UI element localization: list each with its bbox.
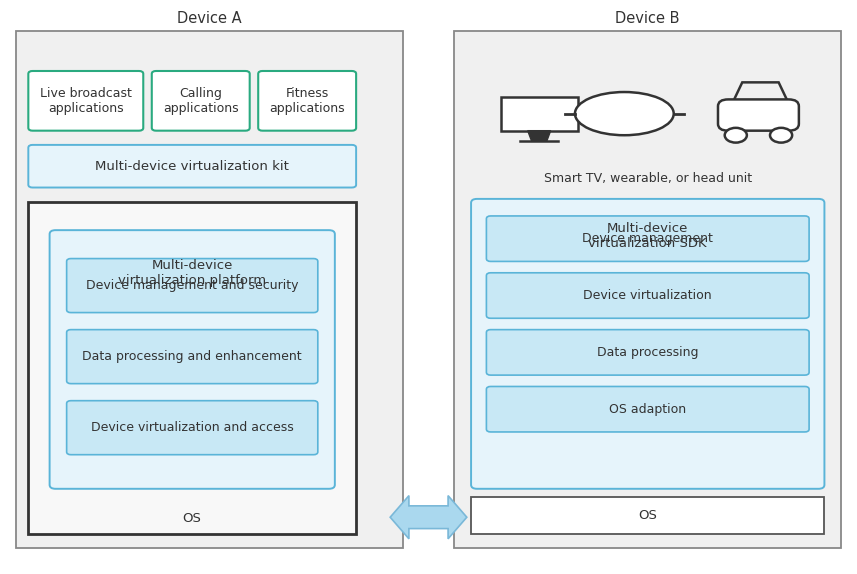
Text: Device management and security: Device management and security xyxy=(86,279,298,292)
Bar xyxy=(28,201,357,534)
Text: OS: OS xyxy=(183,512,201,525)
Text: OS adaption: OS adaption xyxy=(609,403,686,416)
Text: Multi-device
virtualization SDK: Multi-device virtualization SDK xyxy=(589,222,707,250)
FancyBboxPatch shape xyxy=(718,99,799,131)
Text: Calling
applications: Calling applications xyxy=(163,87,238,115)
Circle shape xyxy=(770,128,792,142)
FancyBboxPatch shape xyxy=(50,230,335,489)
FancyBboxPatch shape xyxy=(28,71,143,131)
Polygon shape xyxy=(390,495,467,539)
FancyBboxPatch shape xyxy=(471,199,824,489)
Bar xyxy=(471,497,824,534)
Text: Data processing and enhancement: Data processing and enhancement xyxy=(82,350,302,363)
Text: Live broadcast
applications: Live broadcast applications xyxy=(40,87,132,115)
FancyBboxPatch shape xyxy=(487,216,809,261)
Bar xyxy=(500,96,578,131)
FancyBboxPatch shape xyxy=(67,258,318,313)
Bar xyxy=(454,31,842,549)
Text: Smart TV, wearable, or head unit: Smart TV, wearable, or head unit xyxy=(543,173,752,185)
Polygon shape xyxy=(528,131,551,141)
FancyBboxPatch shape xyxy=(487,273,809,318)
FancyBboxPatch shape xyxy=(67,329,318,383)
Text: Device management: Device management xyxy=(582,232,713,245)
Bar xyxy=(15,31,403,549)
Text: Device virtualization: Device virtualization xyxy=(584,289,712,302)
Text: Multi-device virtualization kit: Multi-device virtualization kit xyxy=(95,160,289,173)
Circle shape xyxy=(725,128,746,142)
Text: Multi-device
virtualization platform: Multi-device virtualization platform xyxy=(118,259,267,287)
FancyBboxPatch shape xyxy=(487,386,809,432)
Text: OS: OS xyxy=(638,509,657,522)
Text: Device virtualization and access: Device virtualization and access xyxy=(91,421,294,434)
FancyBboxPatch shape xyxy=(258,71,357,131)
FancyBboxPatch shape xyxy=(28,145,357,188)
FancyBboxPatch shape xyxy=(487,329,809,375)
Text: Device A: Device A xyxy=(177,10,242,25)
FancyBboxPatch shape xyxy=(152,71,249,131)
Text: Data processing: Data processing xyxy=(597,346,698,359)
Ellipse shape xyxy=(575,92,674,135)
Text: Fitness
applications: Fitness applications xyxy=(269,87,345,115)
Text: Device B: Device B xyxy=(615,10,680,25)
FancyBboxPatch shape xyxy=(67,401,318,455)
